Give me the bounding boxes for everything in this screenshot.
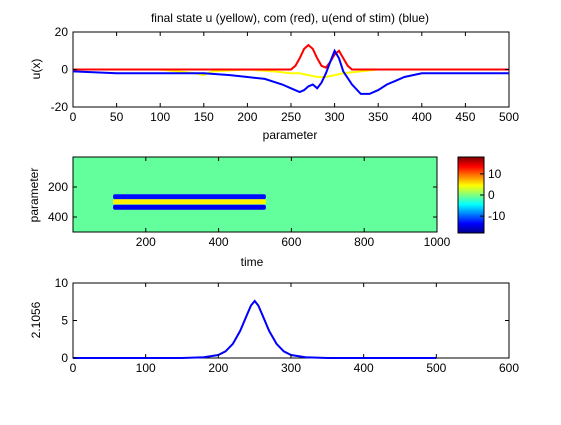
heatmap-middle: 200 400 600 800 1000 200 400 time parameter [27,156,451,269]
series-line-1 [73,43,509,71]
colorbar-tick-label: 10 [488,167,502,181]
heatmap-x-tick-label: 800 [354,235,374,249]
line-chart-bottom: 0 100 200 300 400 500 600 0 5 10 2.1056 [29,276,519,375]
bottom-x-tick-label: 0 [70,361,77,375]
heatmap-x-tick-label: 200 [136,235,156,249]
plot-area-bottom [72,282,510,359]
heatmap-band-2 [113,204,266,210]
bottom-x-tick-label: 300 [281,361,301,375]
top-y-tick-label: -20 [51,100,69,114]
colorbar-tick-label: -10 [488,209,506,223]
top-x-tick-label: 100 [150,110,170,124]
x-axis-label-heatmap: time [241,255,264,269]
top-x-tick-label: 150 [194,110,214,124]
top-x-tick-label: 350 [368,110,388,124]
colorbar-tick-label: 0 [488,188,495,202]
bottom-x-tick-label: 600 [499,361,519,375]
top-x-tick-label: 450 [455,110,475,124]
bottom-y-tick-label: 5 [61,314,68,328]
heatmap-y-tick-label: 400 [48,210,68,224]
top-x-tick-label: 250 [281,110,301,124]
figure-title: final state u (yellow), com (red), u(end… [151,11,429,25]
bottom-x-tick-label: 200 [208,361,228,375]
series-line-2 [73,48,509,95]
heatmap-x-tick-label: 400 [209,235,229,249]
x-axis-label-top: parameter [263,128,318,142]
top-x-tick-label: 0 [70,110,77,124]
y-axis-label-bottom: 2.1056 [29,301,43,338]
bottom-x-tick-label: 400 [354,361,374,375]
bottom-x-tick-label: 100 [136,361,156,375]
top-y-tick-label: 20 [55,25,69,39]
heatmap-x-tick-label: 1000 [424,235,451,249]
top-x-tick-label: 300 [325,110,345,124]
top-x-tick-label: 400 [412,110,432,124]
top-x-tick-label: 200 [237,110,257,124]
colorbar: 10 0 -10 [457,156,506,234]
heatmap-band-1 [113,199,266,205]
top-y-tick-label: 0 [61,63,68,77]
top-x-tick-label: 500 [499,110,519,124]
heatmap-x-tick-label: 600 [281,235,301,249]
heatmap-y-tick-label: 200 [48,180,68,194]
colorbar-gradient [457,156,485,234]
bottom-y-tick-label: 0 [61,351,68,365]
heatmap-band-0 [113,194,266,200]
bottom-series-line-0 [73,299,437,359]
y-axis-label-top: u(x) [29,59,43,80]
bottom-y-tick-label: 10 [55,276,69,290]
bottom-x-tick-label: 500 [426,361,446,375]
top-x-tick-label: 50 [110,110,124,124]
y-axis-label-heatmap: parameter [27,168,41,223]
